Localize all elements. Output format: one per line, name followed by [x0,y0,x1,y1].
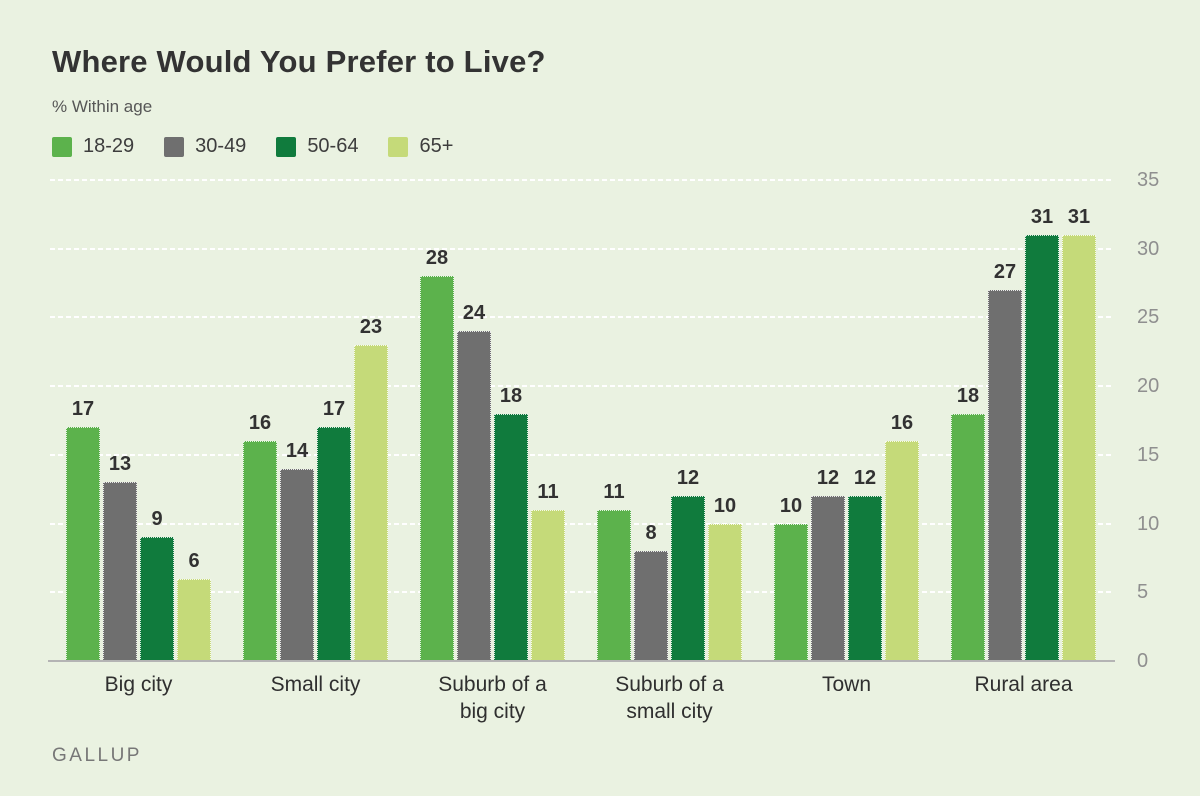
bar-small-city-65 [354,344,388,661]
x-axis-labels: Big city Small city Suburb of a big city Su… [50,671,1112,731]
value-label-town-65: 16 [890,412,914,435]
y-tick-label-35: 35 [1137,169,1160,191]
plot-area: 17 13 9 6 16 14 17 23 28 24 18 11 11 8 12 10 10 12 12 16 18 2… [50,179,1112,661]
bar-small-city-50-64 [317,427,351,661]
value-label-rural-area-18-29: 18 [956,384,980,407]
value-label-town-50-64: 12 [853,467,877,490]
legend: 18-29 30-49 50-64 65+ [52,135,453,158]
bar-town-18-29 [774,523,808,661]
value-label-big-city-18-29: 17 [71,398,95,421]
legend-swatch-30-49 [164,136,185,157]
bar-small-city-30-49 [280,468,314,661]
bar-town-50-64 [848,496,882,661]
value-label-town-30-49: 12 [816,467,840,490]
bar-suburb-of-a-small-city-18-29 [597,509,631,661]
category-label-text: Rural area [974,673,1073,696]
bar-rural-area-18-29 [951,413,985,661]
brand-gallup: GALLUP [52,745,142,766]
value-label-suburb-of-a-big-city-18-29: 28 [425,247,449,270]
value-label-big-city-50-64: 9 [151,508,163,531]
bar-suburb-of-a-small-city-65 [708,523,742,661]
y-tick-label-0: 0 [1137,650,1149,672]
category-label-text: Town [821,673,872,696]
category-label-text: Small city [270,673,361,696]
bar-rural-area-65 [1062,234,1096,661]
chart-title: Where Would You Prefer to Live? [52,44,546,79]
chart-subtitle: % Within age [52,97,153,116]
bar-big-city-50-64 [140,537,174,661]
y-tick-label-15: 15 [1137,443,1160,466]
value-label-suburb-of-a-big-city-50-64: 18 [499,384,523,407]
bar-suburb-of-a-small-city-30-49 [634,551,668,661]
y-tick-label-5: 5 [1137,581,1149,604]
y-tick-label-25: 25 [1137,306,1160,329]
bar-town-30-49 [811,496,845,661]
y-tick-label-10: 10 [1137,512,1160,535]
bar-suburb-of-a-small-city-50-64 [671,496,705,661]
category-label-suburb-of-a-big-city: Suburb of a big city [404,671,581,725]
bar-town-65 [885,441,919,661]
legend-swatch-65 [388,136,409,157]
bar-rural-area-30-49 [988,289,1022,661]
value-label-suburb-of-a-big-city-30-49: 24 [462,302,486,325]
category-label-small-city: Small city [227,671,404,698]
y-tick-label-30: 30 [1137,237,1160,260]
value-label-rural-area-50-64: 31 [1030,205,1054,228]
bar-suburb-of-a-big-city-30-49 [457,331,491,661]
value-label-rural-area-65: 31 [1067,205,1091,228]
gridline-30 [50,247,1112,250]
legend-item-50-64[interactable]: 50-64 [276,135,358,158]
category-label-text: Suburb of a big city [438,673,547,723]
category-label-town: Town [758,671,935,698]
category-label-text: Big city [104,673,173,696]
value-label-suburb-of-a-small-city-50-64: 12 [676,467,700,490]
legend-swatch-50-64 [276,136,297,157]
category-label-rural-area: Rural area [935,671,1112,698]
y-tick-label-20: 20 [1137,375,1160,398]
category-label-suburb-of-a-small-city: Suburb of a small city [581,671,758,725]
value-label-town-18-29: 10 [779,494,803,517]
legend-item-65[interactable]: 65+ [388,135,453,158]
category-label-text: Suburb of a small city [615,673,724,723]
bar-suburb-of-a-big-city-50-64 [494,413,528,661]
bar-small-city-18-29 [243,441,277,661]
legend-item-18-29[interactable]: 18-29 [52,135,134,158]
legend-swatch-18-29 [52,136,72,157]
legend-label-65: 65+ [419,135,454,157]
value-label-suburb-of-a-small-city-30-49: 8 [645,522,657,545]
bar-big-city-30-49 [103,482,137,661]
legend-item-30-49[interactable]: 30-49 [164,135,246,158]
value-label-small-city-30-49: 14 [285,439,309,462]
bar-rural-area-50-64 [1025,234,1059,661]
value-label-suburb-of-a-small-city-18-29: 11 [603,480,625,503]
bar-big-city-65 [177,578,211,661]
value-label-suburb-of-a-big-city-65: 11 [537,480,559,503]
gridline-35 [50,179,1112,181]
legend-label-50-64: 50-64 [307,135,359,157]
value-label-big-city-65: 6 [188,549,200,572]
gridline-25 [50,316,1112,319]
value-label-big-city-30-49: 13 [108,453,132,476]
legend-label-18-29: 18-29 [83,135,135,157]
bar-big-city-18-29 [66,427,100,661]
category-label-big-city: Big city [50,671,227,698]
bar-suburb-of-a-big-city-65 [531,509,565,661]
bar-suburb-of-a-big-city-18-29 [420,276,454,661]
value-label-small-city-50-64: 17 [322,398,346,421]
value-label-suburb-of-a-small-city-65: 10 [713,494,737,517]
value-label-rural-area-30-49: 27 [993,260,1017,283]
value-label-small-city-18-29: 16 [248,412,272,435]
legend-label-30-49: 30-49 [195,135,247,157]
value-label-small-city-65: 23 [359,315,383,338]
x-axis-line [48,660,1115,662]
